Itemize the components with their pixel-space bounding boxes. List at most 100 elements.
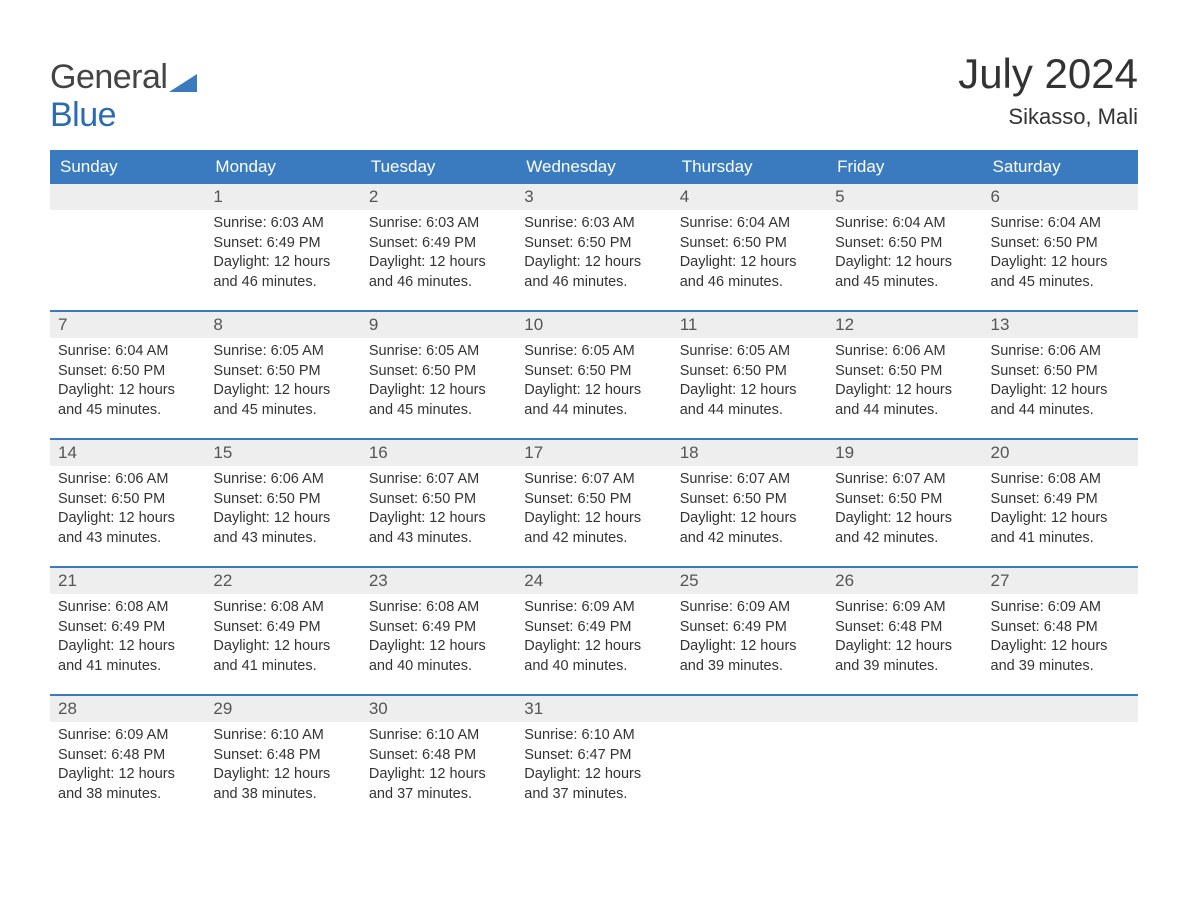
day-content: Sunrise: 6:09 AMSunset: 6:48 PMDaylight:… [827,594,982,684]
daylight-line: Daylight: 12 hours and 46 minutes. [213,253,352,292]
sunset-line: Sunset: 6:50 PM [524,490,663,510]
sunrise-line: Sunrise: 6:06 AM [58,470,197,490]
location-label: Sikasso, Mali [958,104,1138,130]
day-cell: 7Sunrise: 6:04 AMSunset: 6:50 PMDaylight… [50,312,205,438]
sunset-line: Sunset: 6:49 PM [369,618,508,638]
sunset-line: Sunset: 6:47 PM [524,746,663,766]
day-number: 28 [50,696,205,722]
day-cell: 11Sunrise: 6:05 AMSunset: 6:50 PMDayligh… [672,312,827,438]
sunset-line: Sunset: 6:50 PM [835,490,974,510]
day-number: 1 [205,184,360,210]
day-cell: 6Sunrise: 6:04 AMSunset: 6:50 PMDaylight… [983,184,1138,310]
day-number: 13 [983,312,1138,338]
day-content: Sunrise: 6:05 AMSunset: 6:50 PMDaylight:… [516,338,671,428]
sunset-line: Sunset: 6:48 PM [835,618,974,638]
day-content: Sunrise: 6:04 AMSunset: 6:50 PMDaylight:… [983,210,1138,300]
daylight-line: Daylight: 12 hours and 46 minutes. [680,253,819,292]
daylight-line: Daylight: 12 hours and 38 minutes. [213,765,352,804]
daylight-line: Daylight: 12 hours and 39 minutes. [991,637,1130,676]
day-number: 18 [672,440,827,466]
sunset-line: Sunset: 6:50 PM [835,362,974,382]
daylight-line: Daylight: 12 hours and 44 minutes. [991,381,1130,420]
sunset-line: Sunset: 6:50 PM [524,362,663,382]
sunset-line: Sunset: 6:50 PM [835,234,974,254]
day-cell [50,184,205,310]
daylight-line: Daylight: 12 hours and 46 minutes. [524,253,663,292]
day-number: 10 [516,312,671,338]
day-content: Sunrise: 6:04 AMSunset: 6:50 PMDaylight:… [50,338,205,428]
daylight-line: Daylight: 12 hours and 37 minutes. [524,765,663,804]
daylight-line: Daylight: 12 hours and 37 minutes. [369,765,508,804]
month-title: July 2024 [958,50,1138,98]
weekday-header: Saturday [983,150,1138,184]
sunrise-line: Sunrise: 6:08 AM [991,470,1130,490]
weekday-header: Friday [827,150,982,184]
sunrise-line: Sunrise: 6:06 AM [835,342,974,362]
sunrise-line: Sunrise: 6:07 AM [680,470,819,490]
day-cell: 31Sunrise: 6:10 AMSunset: 6:47 PMDayligh… [516,696,671,822]
day-number: 5 [827,184,982,210]
day-content: Sunrise: 6:09 AMSunset: 6:48 PMDaylight:… [50,722,205,812]
sunrise-line: Sunrise: 6:04 AM [835,214,974,234]
sunset-line: Sunset: 6:50 PM [680,234,819,254]
day-cell: 13Sunrise: 6:06 AMSunset: 6:50 PMDayligh… [983,312,1138,438]
day-cell: 21Sunrise: 6:08 AMSunset: 6:49 PMDayligh… [50,568,205,694]
day-content: Sunrise: 6:05 AMSunset: 6:50 PMDaylight:… [205,338,360,428]
day-number [672,696,827,722]
day-content: Sunrise: 6:08 AMSunset: 6:49 PMDaylight:… [50,594,205,684]
day-number: 15 [205,440,360,466]
day-content: Sunrise: 6:09 AMSunset: 6:48 PMDaylight:… [983,594,1138,684]
day-cell: 2Sunrise: 6:03 AMSunset: 6:49 PMDaylight… [361,184,516,310]
daylight-line: Daylight: 12 hours and 39 minutes. [835,637,974,676]
day-number: 26 [827,568,982,594]
day-number: 11 [672,312,827,338]
sunset-line: Sunset: 6:50 PM [369,362,508,382]
title-block: July 2024 Sikasso, Mali [958,50,1138,130]
day-number: 27 [983,568,1138,594]
sail-icon [169,64,197,98]
day-content: Sunrise: 6:06 AMSunset: 6:50 PMDaylight:… [50,466,205,556]
day-cell: 16Sunrise: 6:07 AMSunset: 6:50 PMDayligh… [361,440,516,566]
brand-part1: General [50,58,167,96]
sunset-line: Sunset: 6:48 PM [369,746,508,766]
sunrise-line: Sunrise: 6:06 AM [213,470,352,490]
day-cell [672,696,827,822]
day-content: Sunrise: 6:07 AMSunset: 6:50 PMDaylight:… [672,466,827,556]
sunset-line: Sunset: 6:50 PM [369,490,508,510]
day-number: 19 [827,440,982,466]
sunset-line: Sunset: 6:49 PM [524,618,663,638]
sunrise-line: Sunrise: 6:09 AM [680,598,819,618]
day-content: Sunrise: 6:08 AMSunset: 6:49 PMDaylight:… [361,594,516,684]
day-cell: 4Sunrise: 6:04 AMSunset: 6:50 PMDaylight… [672,184,827,310]
daylight-line: Daylight: 12 hours and 45 minutes. [58,381,197,420]
day-content: Sunrise: 6:03 AMSunset: 6:49 PMDaylight:… [205,210,360,300]
day-cell: 9Sunrise: 6:05 AMSunset: 6:50 PMDaylight… [361,312,516,438]
day-cell: 24Sunrise: 6:09 AMSunset: 6:49 PMDayligh… [516,568,671,694]
daylight-line: Daylight: 12 hours and 43 minutes. [369,509,508,548]
brand-logo: General Blue [50,50,197,132]
day-number: 17 [516,440,671,466]
day-number: 21 [50,568,205,594]
sunset-line: Sunset: 6:49 PM [213,234,352,254]
day-number: 2 [361,184,516,210]
day-content: Sunrise: 6:06 AMSunset: 6:50 PMDaylight:… [205,466,360,556]
day-content: Sunrise: 6:10 AMSunset: 6:48 PMDaylight:… [361,722,516,812]
day-content: Sunrise: 6:07 AMSunset: 6:50 PMDaylight:… [827,466,982,556]
day-content: Sunrise: 6:06 AMSunset: 6:50 PMDaylight:… [827,338,982,428]
day-number: 25 [672,568,827,594]
daylight-line: Daylight: 12 hours and 45 minutes. [991,253,1130,292]
daylight-line: Daylight: 12 hours and 40 minutes. [524,637,663,676]
daylight-line: Daylight: 12 hours and 40 minutes. [369,637,508,676]
day-number [50,184,205,210]
sunrise-line: Sunrise: 6:10 AM [213,726,352,746]
day-cell: 25Sunrise: 6:09 AMSunset: 6:49 PMDayligh… [672,568,827,694]
day-cell: 19Sunrise: 6:07 AMSunset: 6:50 PMDayligh… [827,440,982,566]
day-content: Sunrise: 6:03 AMSunset: 6:50 PMDaylight:… [516,210,671,300]
daylight-line: Daylight: 12 hours and 39 minutes. [680,637,819,676]
sunset-line: Sunset: 6:48 PM [991,618,1130,638]
day-content: Sunrise: 6:08 AMSunset: 6:49 PMDaylight:… [983,466,1138,556]
daylight-line: Daylight: 12 hours and 43 minutes. [58,509,197,548]
daylight-line: Daylight: 12 hours and 44 minutes. [524,381,663,420]
day-content: Sunrise: 6:04 AMSunset: 6:50 PMDaylight:… [827,210,982,300]
sunset-line: Sunset: 6:48 PM [58,746,197,766]
